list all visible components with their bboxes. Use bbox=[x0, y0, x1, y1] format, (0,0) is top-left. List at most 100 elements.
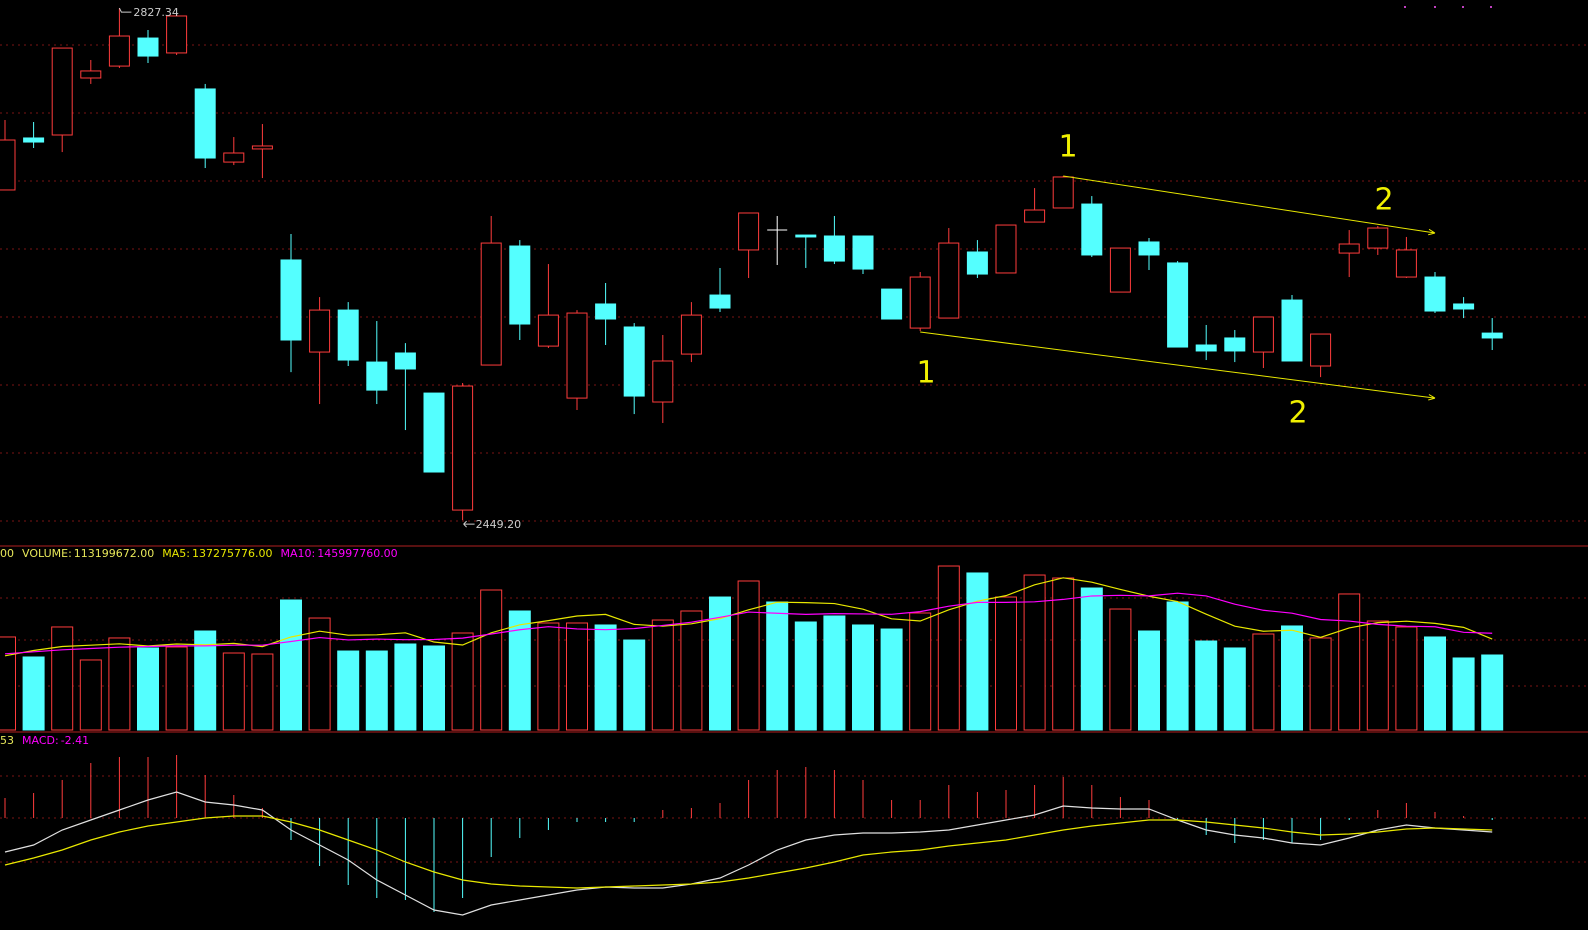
volume-bar bbox=[1481, 654, 1504, 731]
legend: 00 VOLUME: 113199672.00 MA5: 137275776.00 MA1… bbox=[0, 547, 398, 560]
max-arrow bbox=[118, 7, 132, 13]
volume-bar bbox=[852, 624, 874, 731]
volume-bar bbox=[794, 621, 817, 731]
annotation: 1 bbox=[916, 356, 935, 391]
candle-body bbox=[280, 259, 302, 341]
candle-body bbox=[1281, 299, 1303, 362]
candle-body bbox=[1052, 176, 1074, 209]
volume-bar bbox=[1452, 657, 1475, 731]
candle-body bbox=[251, 145, 273, 150]
volume-bar bbox=[108, 637, 131, 731]
volume-bar bbox=[1166, 601, 1189, 731]
candle-body bbox=[652, 360, 674, 403]
candle-body bbox=[909, 276, 931, 329]
candle-body bbox=[394, 352, 416, 370]
volume-bar bbox=[966, 572, 989, 731]
candle-body bbox=[80, 70, 102, 79]
volume-bar bbox=[1223, 647, 1246, 731]
candle-body bbox=[1109, 247, 1131, 293]
volume-bar bbox=[1052, 577, 1075, 731]
candle-body bbox=[480, 242, 502, 366]
volume-bar bbox=[280, 599, 302, 731]
volume-bar bbox=[651, 619, 674, 731]
candle-body bbox=[194, 88, 216, 159]
legend-name: MA10: bbox=[280, 547, 315, 560]
volume-bar bbox=[737, 580, 760, 731]
candle-body bbox=[623, 326, 645, 397]
candle-body bbox=[0, 139, 16, 191]
volume-bar bbox=[22, 656, 45, 731]
volume-bar bbox=[222, 652, 245, 731]
candle-body bbox=[1395, 249, 1417, 278]
candle-body bbox=[1453, 303, 1475, 310]
candle-body bbox=[537, 314, 559, 347]
volume-bar bbox=[508, 610, 531, 731]
indicator-line bbox=[4, 815, 1493, 889]
legend: 53 MACD: -2.41 bbox=[0, 734, 89, 747]
legend-value: 113199672.00 bbox=[74, 547, 154, 560]
candle-body bbox=[595, 303, 617, 320]
volume-bar bbox=[880, 628, 903, 731]
max-label: 2827.34 bbox=[133, 6, 179, 19]
clipped-label: 00 bbox=[0, 547, 14, 560]
candle-body bbox=[823, 235, 845, 262]
volume-bar bbox=[566, 622, 588, 731]
candle-body bbox=[738, 212, 760, 251]
legend-name: MA5: bbox=[162, 547, 190, 560]
volume-bar bbox=[937, 565, 960, 731]
candle-body bbox=[51, 47, 73, 136]
candle-body bbox=[1338, 243, 1360, 254]
candle-body bbox=[1367, 227, 1389, 249]
candle-body bbox=[337, 309, 359, 361]
candle-body bbox=[1310, 333, 1332, 367]
candle-body bbox=[1481, 332, 1503, 339]
candle-body bbox=[309, 309, 331, 353]
volume-bar bbox=[1395, 626, 1418, 731]
volume-bar bbox=[0, 636, 16, 731]
volume-bar bbox=[51, 626, 74, 731]
candle-body bbox=[1024, 209, 1046, 223]
candle-body bbox=[452, 385, 474, 511]
trendline bbox=[920, 331, 1436, 401]
volume-bar bbox=[537, 622, 560, 731]
volume-bar bbox=[1080, 587, 1103, 731]
annotation: 2 bbox=[1288, 396, 1307, 431]
volume-bar bbox=[451, 632, 474, 731]
candle-body bbox=[680, 314, 702, 355]
volume-bar bbox=[480, 589, 503, 731]
volume-bar bbox=[165, 646, 188, 731]
volume-bar bbox=[394, 643, 417, 731]
candle-body bbox=[1424, 276, 1446, 312]
clipped-label: 53 bbox=[0, 734, 14, 747]
legend-value: 145997760.00 bbox=[317, 547, 397, 560]
volume-bar bbox=[995, 596, 1017, 731]
candle-body bbox=[366, 361, 388, 391]
candle-body bbox=[223, 152, 245, 163]
candle-body bbox=[1195, 344, 1217, 352]
indicator-line bbox=[4, 791, 1493, 916]
candle-body bbox=[1138, 241, 1160, 256]
volume-bar bbox=[1252, 633, 1275, 731]
candle-body bbox=[1252, 316, 1274, 353]
volume-bar bbox=[365, 650, 388, 731]
volume-bar bbox=[79, 659, 102, 731]
volume-bar bbox=[194, 630, 217, 731]
candle-body bbox=[23, 137, 45, 143]
volume-bar bbox=[423, 645, 445, 731]
volume-bar bbox=[1424, 636, 1446, 731]
annotation: 1 bbox=[1058, 130, 1077, 165]
candle-body bbox=[108, 35, 130, 67]
volume-bar bbox=[251, 653, 274, 731]
annotation: 2 bbox=[1374, 183, 1393, 218]
legend-value: -2.41 bbox=[61, 734, 89, 747]
candle-body bbox=[938, 242, 960, 319]
volume-bar bbox=[709, 596, 731, 731]
volume-bar bbox=[1023, 574, 1046, 731]
volume-bar bbox=[137, 647, 159, 731]
volume-bar bbox=[1366, 620, 1389, 731]
candle-body bbox=[966, 251, 988, 275]
candle-body bbox=[795, 234, 817, 238]
candle-body bbox=[1224, 337, 1246, 352]
volume-bar bbox=[766, 601, 789, 731]
